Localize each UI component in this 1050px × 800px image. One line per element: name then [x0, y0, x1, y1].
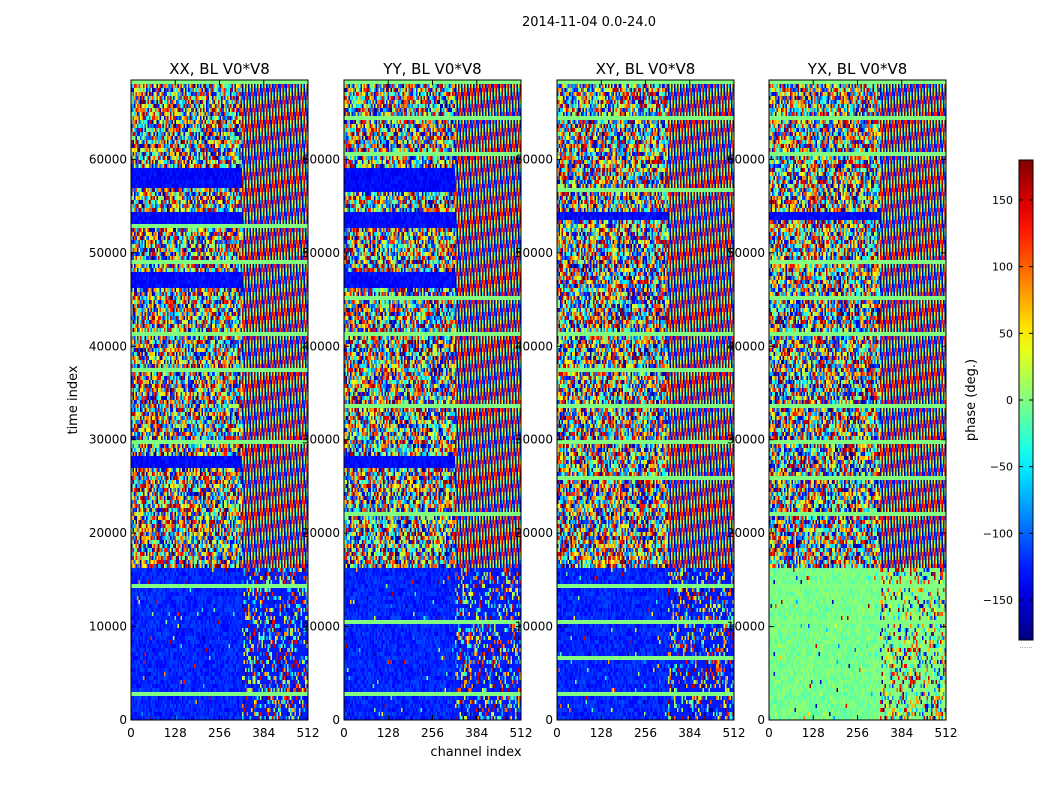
colorbar-tick-label: 150 — [992, 194, 1013, 207]
colorbar-label: phase (deg.) — [964, 359, 979, 441]
x-tick-label: 384 — [678, 726, 701, 740]
y-tick-label: 60000 — [515, 152, 553, 166]
colorbar-tick-label: 100 — [992, 261, 1013, 274]
panel-heatmap — [131, 80, 308, 720]
x-tick-label: 512 — [723, 726, 746, 740]
y-tick-label: 0 — [332, 713, 340, 727]
y-tick-label: 20000 — [89, 526, 127, 540]
panel: YY, BL V0*V8 0 128 256 384 512 0 10000 20000 3000… — [302, 60, 533, 740]
x-tick-label: 512 — [935, 726, 958, 740]
x-tick-label: 0 — [553, 726, 561, 740]
y-tick-label: 30000 — [515, 433, 553, 447]
y-tick-label: 40000 — [727, 339, 765, 353]
colorbar-tick-label: 50 — [999, 327, 1013, 340]
y-tick-label: 30000 — [302, 433, 340, 447]
panels-group: XX, BL V0*V8 0 128 256 384 512 0 10000 20000 3000… — [89, 60, 958, 740]
y-tick-label: 30000 — [89, 433, 127, 447]
y-tick-label: 50000 — [89, 246, 127, 260]
x-tick-label: 0 — [127, 726, 135, 740]
colorbar: 150 100 50 0 −50 −100 −150 — [983, 159, 1034, 641]
figure-title: 2014-11-04 0.0-24.0 — [522, 15, 656, 30]
panel-heatmap — [557, 80, 734, 720]
x-tick-label: 256 — [846, 726, 869, 740]
colorbar-tick-label: −50 — [990, 461, 1013, 474]
y-tick-label: 0 — [757, 713, 765, 727]
x-tick-label: 0 — [340, 726, 348, 740]
x-tick-label: 128 — [164, 726, 187, 740]
x-tick-label: 512 — [510, 726, 533, 740]
y-tick-label: 40000 — [515, 339, 553, 353]
y-tick-label: 0 — [119, 713, 127, 727]
y-tick-label: 50000 — [515, 246, 553, 260]
panel-title: YX, BL V0*V8 — [807, 60, 908, 78]
colorbar-footnote: ...... — [1019, 642, 1032, 650]
x-tick-label: 256 — [634, 726, 657, 740]
y-tick-label: 10000 — [727, 620, 765, 634]
y-tick-label: 10000 — [302, 620, 340, 634]
x-axis-label: channel index — [430, 745, 521, 760]
y-tick-label: 60000 — [89, 152, 127, 166]
panel-heatmap — [344, 80, 521, 720]
y-tick-label: 20000 — [515, 526, 553, 540]
y-tick-label: 40000 — [302, 339, 340, 353]
x-tick-label: 384 — [252, 726, 275, 740]
x-tick-label: 512 — [297, 726, 320, 740]
y-tick-label: 50000 — [302, 246, 340, 260]
panel-heatmap — [769, 80, 946, 720]
y-tick-label: 10000 — [89, 620, 127, 634]
panel: XY, BL V0*V8 0 128 256 384 512 0 10000 20000 3000… — [515, 60, 746, 740]
panel: YX, BL V0*V8 0 128 256 384 512 0 10000 20000 3000… — [727, 60, 958, 740]
panel: XX, BL V0*V8 0 128 256 384 512 0 10000 20000 3000… — [89, 60, 320, 740]
y-tick-label: 20000 — [727, 526, 765, 540]
y-tick-label: 20000 — [302, 526, 340, 540]
x-tick-label: 256 — [208, 726, 231, 740]
y-tick-label: 60000 — [727, 152, 765, 166]
x-tick-label: 384 — [465, 726, 488, 740]
x-tick-label: 384 — [890, 726, 913, 740]
y-tick-label: 30000 — [727, 433, 765, 447]
y-tick-label: 10000 — [515, 620, 553, 634]
x-tick-label: 0 — [765, 726, 773, 740]
colorbar-tick-label: 0 — [1006, 394, 1013, 407]
panel-title: XY, BL V0*V8 — [596, 60, 696, 78]
panel-title: XX, BL V0*V8 — [169, 60, 270, 78]
y-tick-label: 60000 — [302, 152, 340, 166]
colorbar-tick-label: −100 — [983, 527, 1013, 540]
colorbar-tick-label: −150 — [983, 594, 1013, 607]
y-axis-label: time index — [66, 365, 81, 434]
y-tick-label: 0 — [545, 713, 553, 727]
x-tick-label: 256 — [421, 726, 444, 740]
y-tick-label: 50000 — [727, 246, 765, 260]
panel-title: YY, BL V0*V8 — [382, 60, 481, 78]
x-tick-label: 128 — [590, 726, 613, 740]
x-tick-label: 128 — [377, 726, 400, 740]
y-tick-label: 40000 — [89, 339, 127, 353]
x-tick-label: 128 — [802, 726, 825, 740]
